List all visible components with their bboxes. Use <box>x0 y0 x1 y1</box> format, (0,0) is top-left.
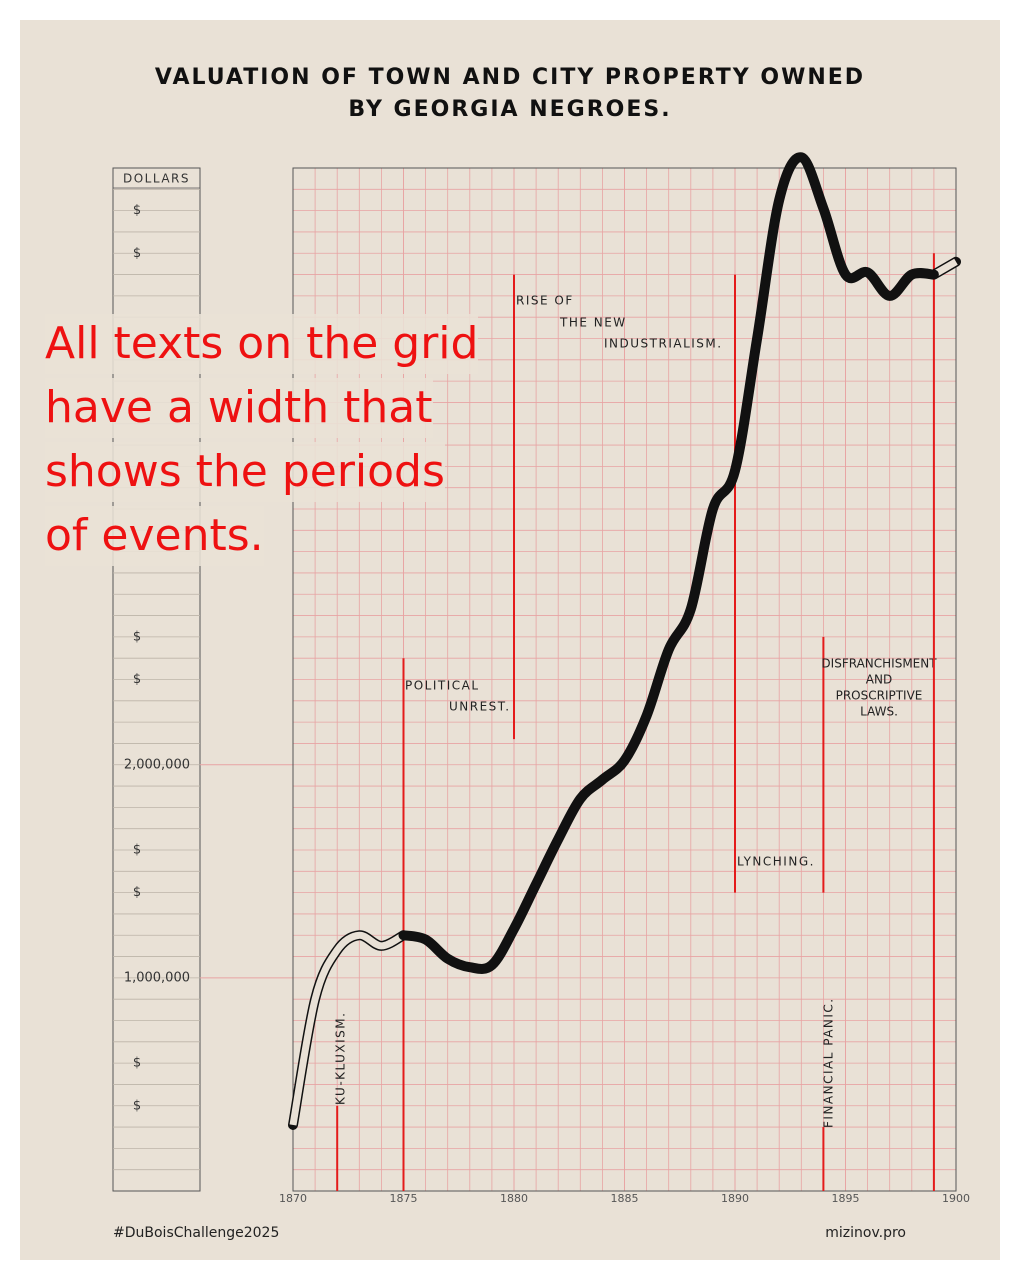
y-tick-label: $ <box>133 203 141 218</box>
footer-left: #DuBoisChallenge2025 <box>113 1225 279 1241</box>
x-tick-label: 1900 <box>942 1192 970 1205</box>
chart-title: BY GEORGIA NEGROES. <box>348 97 671 122</box>
y-tick-label: $ <box>133 246 141 261</box>
note-line: All texts on the grid <box>45 314 479 374</box>
x-tick-label: 1875 <box>390 1192 418 1205</box>
chart-title: VALUATION OF TOWN AND CITY PROPERTY OWNE… <box>155 65 865 90</box>
note-line: of events. <box>45 506 264 566</box>
event-label: PROSCRIPTIVE <box>836 689 923 703</box>
note: All texts on the grid have a width that … <box>45 312 479 568</box>
event-label: RISE OF <box>516 294 574 308</box>
event-label: KU-KLUXISM. <box>334 1012 348 1105</box>
x-tick-label: 1895 <box>832 1192 860 1205</box>
footer-right: mizinov.pro <box>825 1225 906 1241</box>
strip-header-bg <box>114 169 199 188</box>
x-tick-label: 1870 <box>279 1192 307 1205</box>
x-tick-label: 1890 <box>721 1192 749 1205</box>
note-line: shows the periods <box>45 442 445 502</box>
y-tick-label: $ <box>133 843 141 858</box>
y-tick-label: $ <box>133 629 141 644</box>
plot-frame <box>292 167 957 1192</box>
y-tick-label: 1,000,000 <box>124 970 190 985</box>
note-line: have a width that <box>45 378 433 438</box>
y-tick-label: $ <box>133 1098 141 1113</box>
y-tick-label: $ <box>133 1056 141 1071</box>
event-label: UNREST. <box>449 700 511 714</box>
event-label: FINANCIAL PANIC. <box>822 997 836 1128</box>
event-label: INDUSTRIALISM. <box>604 337 723 351</box>
event-label: DISFRANCHISMENT <box>821 657 937 671</box>
y-axis-label: DOLLARS <box>123 172 190 186</box>
event-label: AND <box>866 673 892 687</box>
event-label: POLITICAL <box>405 679 480 693</box>
event-label: LYNCHING. <box>737 855 815 869</box>
x-tick-label: 1885 <box>611 1192 639 1205</box>
y-tick-label: 2,000,000 <box>124 757 190 772</box>
y-tick-label: $ <box>133 672 141 687</box>
y-tick-label: $ <box>133 885 141 900</box>
line <box>398 152 939 974</box>
event-label: LAWS. <box>860 705 898 719</box>
event-label: THE NEW <box>559 316 627 330</box>
card <box>20 20 1000 1260</box>
x-tick-label: 1880 <box>500 1192 528 1205</box>
